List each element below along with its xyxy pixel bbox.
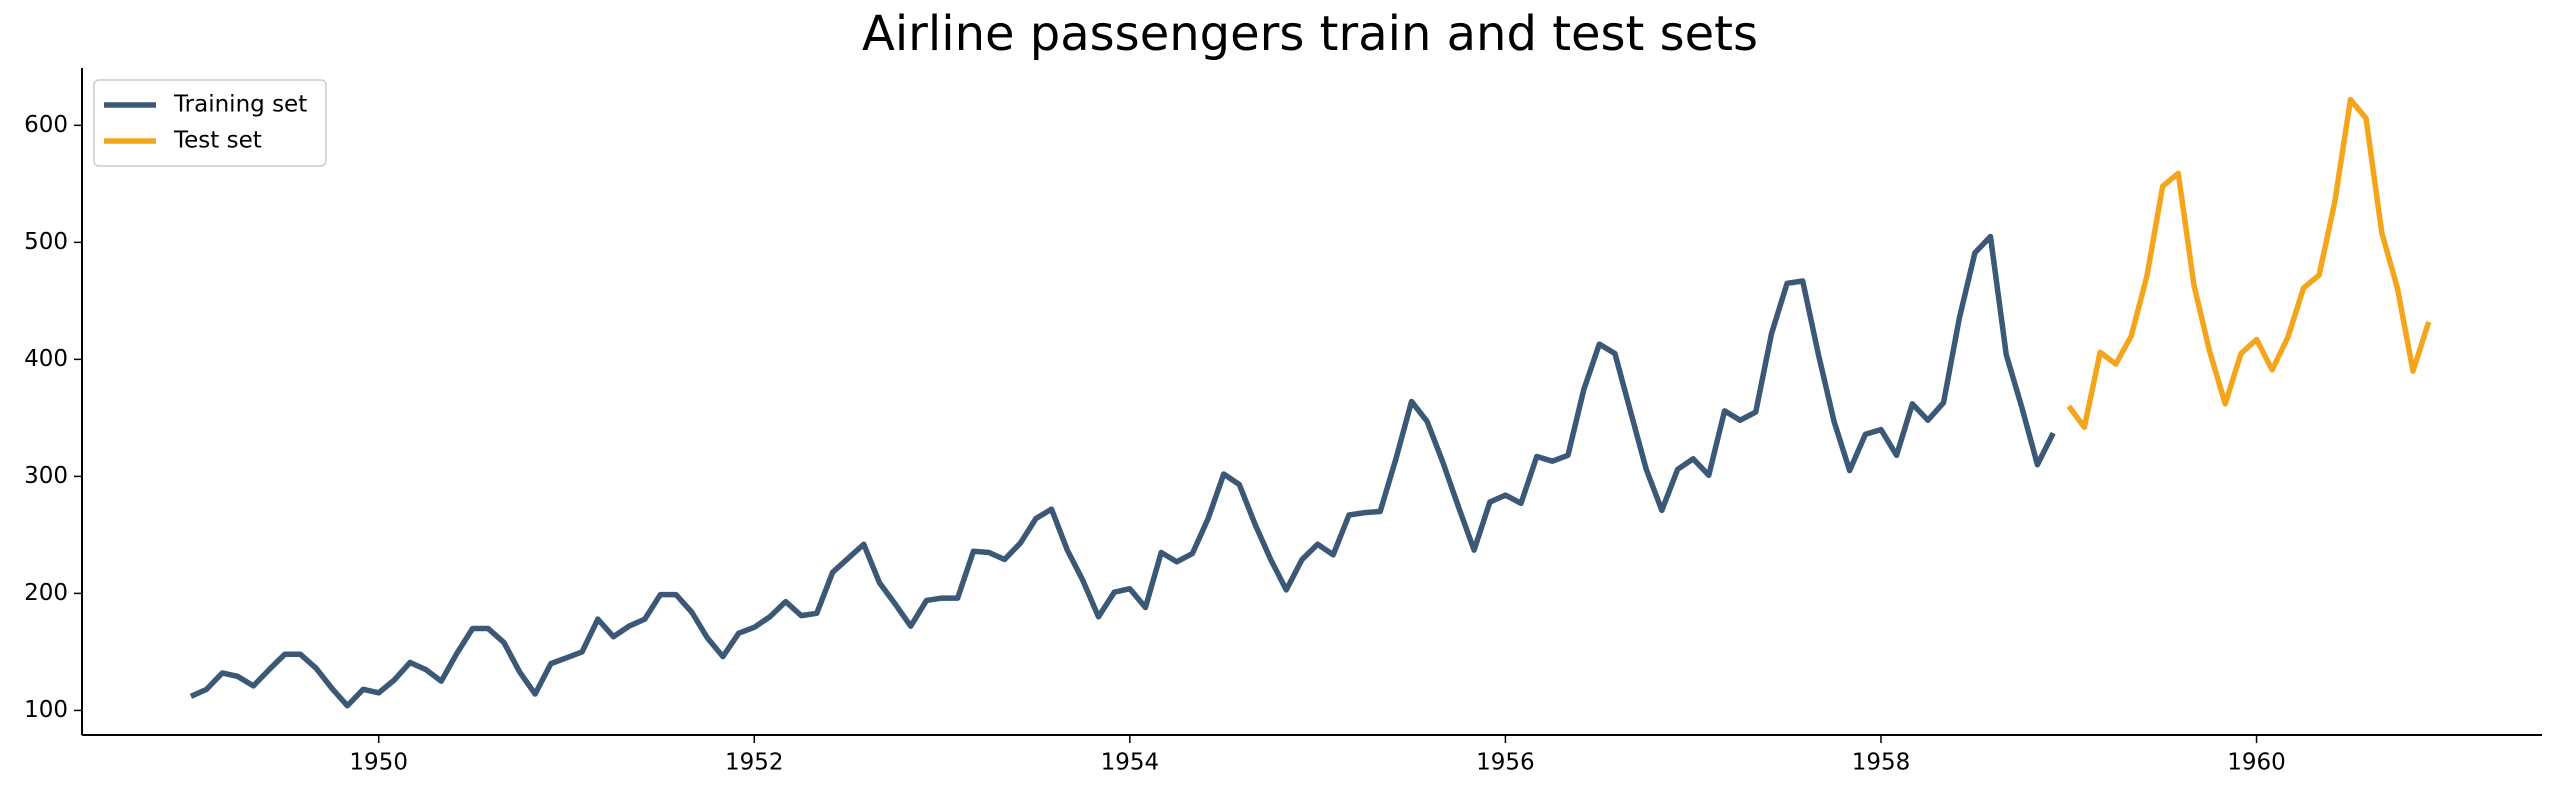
chart-title: Airline passengers train and test sets [862,6,1758,62]
y-tick-label: 600 [24,112,68,138]
y-tick-label: 100 [24,697,68,723]
x-tick-label: 1956 [1476,750,1535,776]
y-tick-label: 200 [24,580,68,606]
legend-label: Training set [173,92,307,118]
x-tick-label: 1954 [1101,750,1160,776]
y-tick-label: 500 [24,229,68,255]
y-tick-label: 300 [24,463,68,489]
y-tick-label: 400 [24,346,68,372]
x-tick-label: 1958 [1852,750,1911,776]
x-tick-label: 1952 [725,750,784,776]
series-line [189,233,2056,709]
legend-box [93,79,327,167]
x-tick-label: 1960 [2227,750,2286,776]
x-tick-label: 1950 [349,750,408,776]
legend-label: Test set [173,128,262,154]
series-line [2066,96,2432,430]
